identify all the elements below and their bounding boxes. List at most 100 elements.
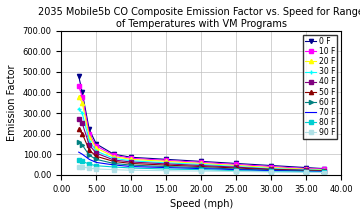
80 F [234,169,238,172]
60 F [199,166,203,169]
90 F [164,169,168,172]
20 F [94,147,98,149]
30 F [112,157,116,160]
20 F [77,95,81,98]
30 F [164,162,168,164]
30 F [94,150,98,152]
90 F [129,169,134,172]
20 F [321,168,326,171]
0 F [269,164,273,167]
Line: 90 F: 90 F [77,164,326,175]
10 F [164,159,168,162]
60 F [112,162,116,165]
40 F [164,163,168,165]
20 F [87,135,91,138]
20 F [112,155,116,158]
90 F [234,170,238,173]
50 F [234,167,238,169]
40 F [304,169,309,172]
20 F [269,166,273,169]
80 F [164,168,168,170]
10 F [304,167,309,170]
70 F [129,165,134,168]
40 F [77,118,81,121]
40 F [129,161,134,163]
90 F [269,171,273,173]
40 F [321,169,326,172]
90 F [304,171,309,174]
20 F [80,102,84,104]
90 F [80,166,84,168]
60 F [80,144,84,146]
70 F [87,158,91,161]
30 F [77,108,81,110]
40 F [199,164,203,167]
70 F [199,167,203,170]
20 F [304,168,309,170]
90 F [94,168,98,170]
40 F [87,144,91,146]
70 F [234,168,238,171]
20 F [234,164,238,167]
40 F [80,122,84,125]
0 F [321,167,326,170]
50 F [77,128,81,131]
10 F [269,165,273,168]
10 F [129,157,134,160]
50 F [269,168,273,171]
30 F [304,168,309,171]
50 F [112,160,116,163]
60 F [269,169,273,172]
30 F [269,167,273,170]
10 F [112,154,116,157]
50 F [321,170,326,172]
X-axis label: Speed (mph): Speed (mph) [170,199,233,209]
30 F [129,159,134,162]
30 F [321,169,326,172]
80 F [77,159,81,162]
50 F [94,155,98,157]
50 F [164,164,168,166]
60 F [77,141,81,143]
0 F [77,75,81,77]
0 F [129,156,134,159]
0 F [234,162,238,165]
0 F [112,153,116,156]
0 F [304,166,309,169]
60 F [94,158,98,161]
80 F [87,163,91,165]
10 F [321,168,326,170]
60 F [304,170,309,172]
20 F [129,158,134,161]
Line: 10 F: 10 F [77,84,326,171]
40 F [234,166,238,168]
90 F [77,165,81,168]
70 F [321,170,326,173]
10 F [87,132,91,135]
60 F [87,154,91,157]
Line: 50 F: 50 F [77,127,326,173]
50 F [80,132,84,135]
30 F [80,112,84,114]
80 F [94,164,98,167]
90 F [87,167,91,170]
70 F [112,164,116,166]
60 F [164,165,168,168]
70 F [304,170,309,173]
Line: 30 F: 30 F [77,107,326,172]
70 F [164,166,168,169]
Line: 60 F: 60 F [77,140,326,174]
30 F [234,165,238,168]
70 F [269,169,273,172]
90 F [321,171,326,174]
10 F [234,163,238,166]
70 F [80,153,84,156]
0 F [199,160,203,163]
0 F [94,143,98,145]
40 F [94,152,98,154]
30 F [199,163,203,166]
40 F [269,168,273,170]
10 F [77,85,81,87]
10 F [94,145,98,147]
50 F [304,169,309,172]
